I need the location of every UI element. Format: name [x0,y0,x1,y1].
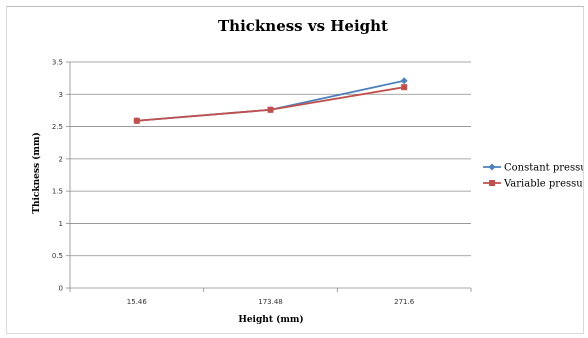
legend-marker [489,180,495,186]
y-tick-label: 1 [59,220,63,228]
y-tick-label: 0 [59,285,63,293]
chart-title: Thickness vs Height [218,17,388,35]
gridlines [70,61,471,257]
x-tick-label: 173.48 [258,298,283,306]
y-axis-title: Thickness (mm) [31,132,42,213]
series-line [136,79,405,122]
y-tick-labels: 0 0.5 1 1.5 2 2.5 3 3.5 [52,59,63,293]
series [133,77,408,125]
x-axis-title: Height (mm) [238,314,303,325]
x-tick-label: 271.6 [394,298,415,306]
y-tick-label: 1.5 [52,188,63,196]
y-tick-label: 2 [59,155,63,163]
data-point [401,84,408,91]
data-point [400,77,408,85]
y-tick-label: 3 [59,91,63,99]
legend-label: Variable pressure [503,179,583,190]
legend-item: Constant pressure [483,163,583,174]
y-tick-label: 0.5 [52,252,63,260]
y-tick-label: 3.5 [52,59,63,67]
series-2 [133,84,408,124]
legend: Constant pressure Variable pressure [483,163,583,190]
legend-marker [488,163,496,171]
legend-label: Constant pressure [504,163,583,174]
chart-area: Thickness vs Height 0 0.5 1 1.5 2 2.5 3 3.5 15.… [6,6,584,334]
data-point [267,106,274,113]
x-tick-label: 15.46 [127,298,148,306]
y-tick-label: 2.5 [52,123,63,131]
x-tick-labels: 15.46 173.48 271.6 [127,298,415,306]
data-point [133,117,140,124]
axes [66,61,472,292]
legend-item: Variable pressure [483,179,583,190]
line-chart: Thickness vs Height 0 0.5 1 1.5 2 2.5 3 3.5 15.… [31,17,583,325]
series-line [136,86,405,122]
